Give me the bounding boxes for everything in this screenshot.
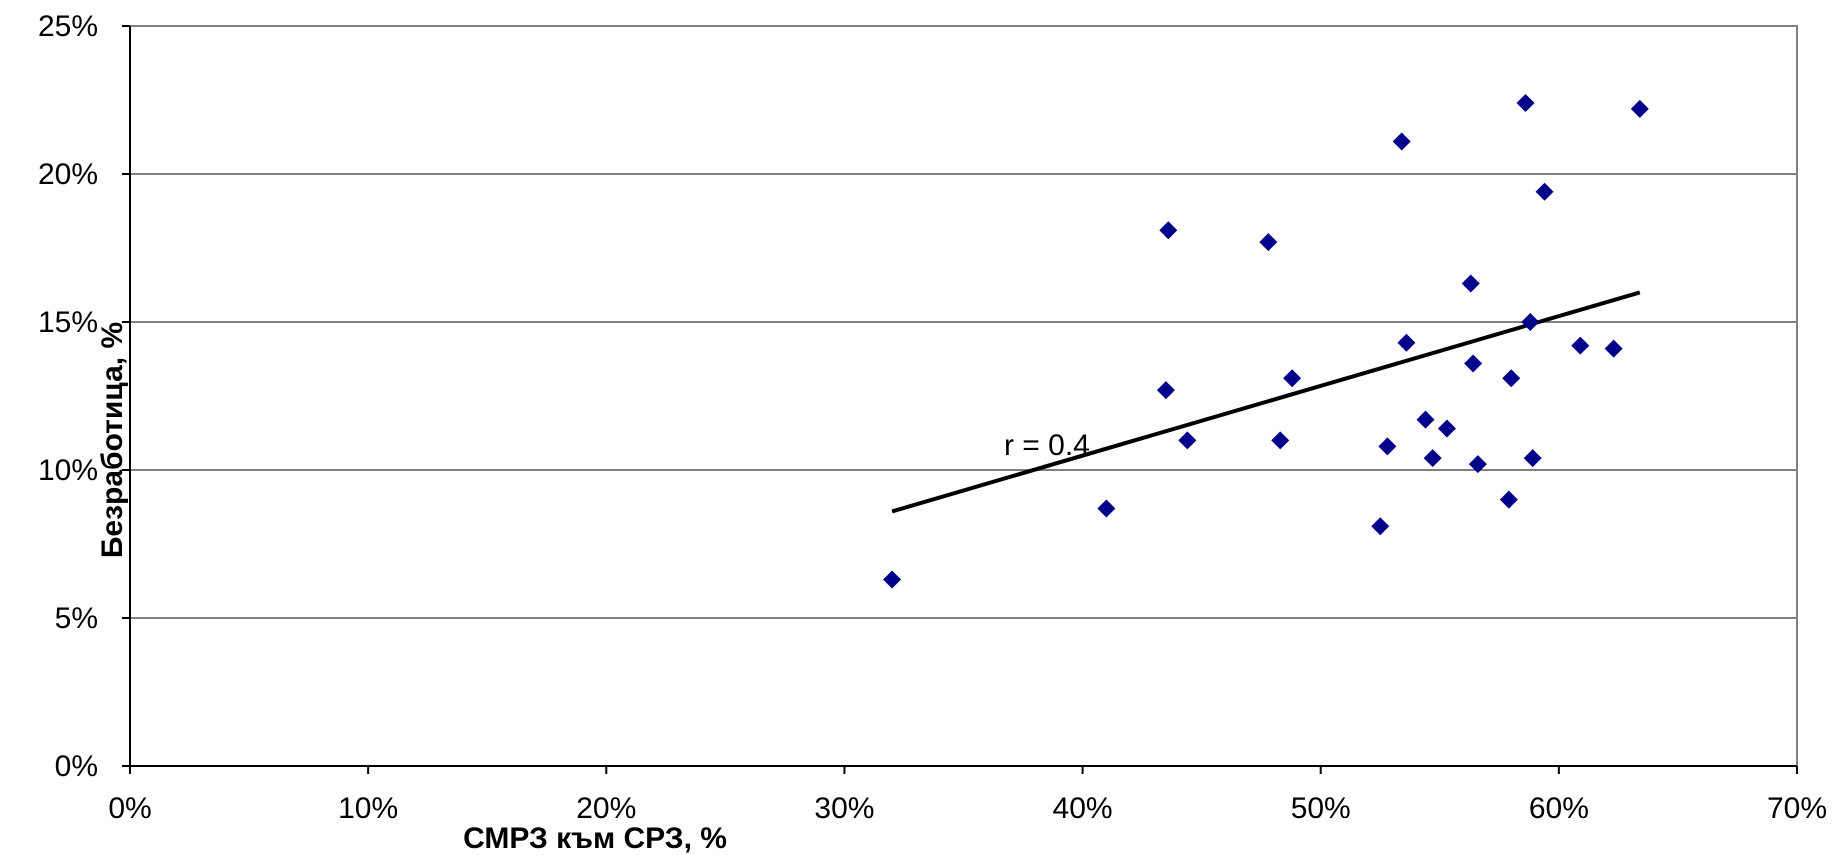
data-point (1461, 274, 1480, 293)
data-point (1464, 354, 1483, 373)
x-tick-label: 40% (1053, 792, 1113, 825)
y-axis-title: Безработица, % (96, 322, 129, 558)
data-point (1392, 132, 1411, 151)
x-tick-label: 0% (108, 792, 151, 825)
data-point (1468, 455, 1487, 474)
data-point (1571, 336, 1590, 355)
x-tick-label: 50% (1291, 792, 1351, 825)
gridlines (130, 173, 1797, 619)
axes (122, 25, 1798, 774)
data-point (1535, 182, 1554, 201)
data-point (1423, 449, 1442, 468)
data-point (1523, 449, 1542, 468)
data-point (1521, 313, 1540, 331)
plot-area-frame (129, 25, 1798, 767)
x-tick-label: 20% (576, 792, 636, 825)
data-point (1416, 410, 1435, 429)
x-tick-label: 10% (338, 792, 398, 825)
y-tick-label: 10% (38, 454, 98, 487)
y-tick-label: 0% (55, 750, 98, 783)
y-tick-label: 25% (38, 10, 98, 43)
data-point (1378, 437, 1397, 456)
data-point (1437, 419, 1456, 438)
data-points (883, 93, 1649, 589)
y-tick-label: 15% (38, 306, 98, 339)
data-point (883, 570, 902, 589)
data-point (1516, 93, 1535, 112)
data-point (1156, 381, 1175, 400)
data-point (1259, 233, 1278, 252)
data-point (1283, 369, 1302, 388)
tick-labels: 0% 10% 20% 30% 40% 50% 60% 70% 0% 5% 10% 15% 20% 25% (38, 10, 1827, 825)
correlation-annotation: r = 0.4 (1004, 429, 1090, 462)
y-tick-label: 20% (38, 158, 98, 191)
data-point (1371, 517, 1390, 536)
y-tick-label: 5% (55, 602, 98, 635)
data-point (1499, 490, 1518, 509)
data-point (1502, 369, 1521, 388)
x-tick-label: 60% (1529, 792, 1589, 825)
x-axis-title: СМРЗ към СРЗ, % (463, 822, 727, 855)
x-tick-label: 30% (814, 792, 874, 825)
data-point (1271, 431, 1290, 450)
data-point (1097, 499, 1116, 518)
trendline-layer (891, 290, 1641, 514)
data-point (1397, 333, 1416, 352)
data-point (1604, 339, 1623, 358)
annotations: r = 0.4 (1004, 429, 1090, 462)
trendline (891, 290, 1641, 514)
data-point (1630, 99, 1649, 118)
data-point (1178, 431, 1197, 450)
x-tick-label: 70% (1767, 792, 1827, 825)
data-point (1159, 221, 1178, 240)
